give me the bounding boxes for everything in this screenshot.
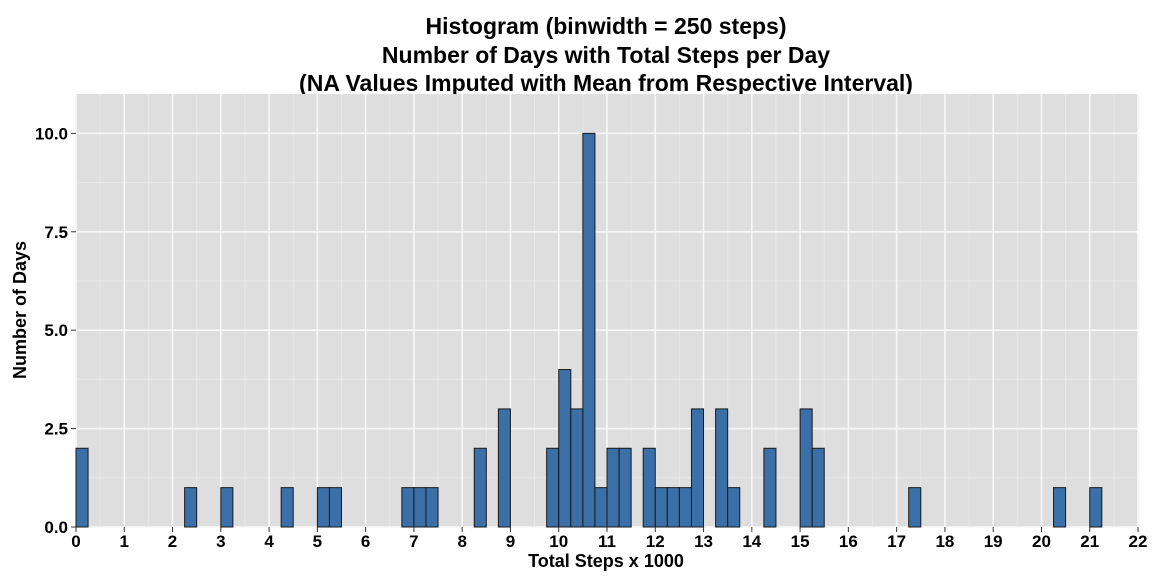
y-tick-label: 7.5 [44,223,68,242]
histogram-bar [425,487,439,528]
histogram-bar [473,447,487,528]
y-axis-label: Number of Days [10,241,30,379]
histogram-bar [763,447,777,528]
histogram-bar [654,487,668,528]
x-tick-label: 18 [935,532,954,551]
histogram-bar [220,487,234,528]
histogram-bar [558,369,572,528]
x-tick-label: 14 [742,532,761,551]
histogram-bar [811,447,825,528]
y-tick-label: 2.5 [44,420,68,439]
histogram-bar [799,408,813,528]
histogram-bar [582,132,596,528]
histogram-bar [908,487,922,528]
x-tick-label: 15 [791,532,810,551]
y-tick-label: 0.0 [44,518,68,537]
y-tick-label: 5.0 [44,321,68,340]
x-tick-label: 11 [598,532,616,551]
x-tick-label: 1 [120,532,129,551]
histogram-bar [1053,487,1067,528]
x-tick-label: 20 [1032,532,1051,551]
x-tick-label: 21 [1080,532,1099,551]
histogram-bar [606,447,620,528]
chart-title-line-2: Number of Days with Total Steps per Day [382,42,830,68]
histogram-bar [570,408,584,528]
histogram-bar [727,487,741,528]
histogram-bar [678,487,692,528]
y-tick-label: 10.0 [35,124,68,143]
x-tick-label: 13 [694,532,713,551]
x-tick-label: 0 [71,532,80,551]
histogram-bar [328,487,343,528]
histogram-bar [715,408,729,528]
x-tick-label: 12 [646,532,665,551]
histogram-bar [497,408,511,528]
chart-title-line-3: (NA Values Imputed with Mean from Respec… [299,70,913,96]
x-tick-label: 9 [506,532,515,551]
histogram-bar [690,408,705,528]
x-tick-label: 17 [887,532,906,551]
x-tick-label: 3 [216,532,225,551]
histogram-bar [413,487,427,528]
x-tick-label: 22 [1129,532,1148,551]
histogram-bar [280,487,294,528]
histogram-bar [618,447,632,528]
histogram-bar [1089,487,1103,528]
x-axis-label: Total Steps x 1000 [528,551,684,571]
x-tick-label: 7 [409,532,418,551]
histogram-bar [642,447,656,528]
histogram-bars [75,132,1103,528]
histogram-bar [594,487,608,528]
axes: 0 1 2 3 4 5 6 7 8 9 10 11 12 13 14 15 16 17 18 19 20 21 220.02… [35,124,1148,551]
x-tick-label: 6 [361,532,370,551]
x-tick-label: 5 [313,532,322,551]
histogram-bar [75,447,89,528]
x-tick-label: 8 [457,532,466,551]
x-tick-label: 10 [549,532,568,551]
x-tick-label: 4 [264,532,274,551]
chart-title-line-1: Histogram (binwidth = 250 steps) [425,13,786,39]
x-tick-label: 2 [168,532,177,551]
histogram-bar [546,447,560,528]
x-tick-label: 19 [984,532,1003,551]
x-tick-label: 16 [839,532,858,551]
histogram-bar [401,487,415,528]
histogram-bar [666,487,680,528]
histogram-bar [184,487,198,528]
histogram-bar [316,487,330,528]
